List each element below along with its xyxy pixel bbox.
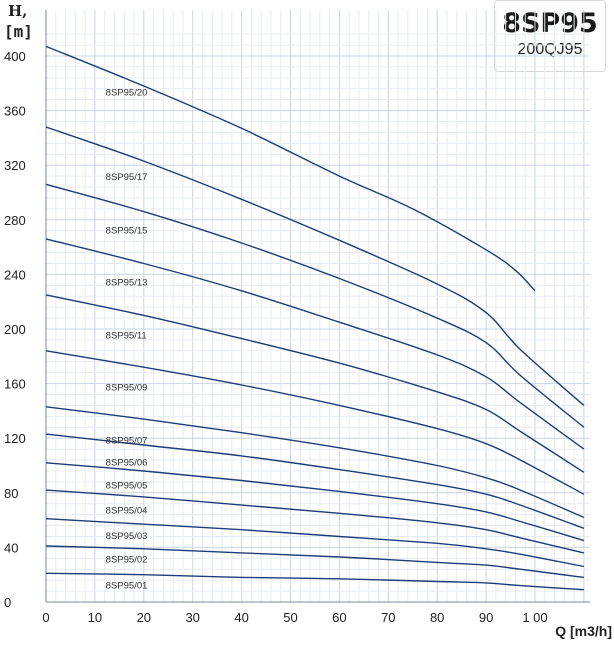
series-line-8sp95-11 [45,294,585,473]
series-label: 8SP95/11 [106,331,147,342]
series-label: 8SP95/05 [106,481,148,492]
y-tick-label: 240 [4,267,26,282]
series-line-8sp95-03 [45,518,585,568]
x-tick-label: 30 [185,610,199,625]
series-line-8sp95-06 [45,433,585,529]
y-tick-label: 0 [4,595,11,610]
y-tick-label: 280 [4,213,26,228]
series-line-8sp95-15 [45,183,585,428]
series-line-8sp95-04 [45,489,585,554]
y-tick-label: 120 [4,431,26,446]
x-tick-label: 20 [137,610,151,625]
axes: 0 40 80 120 160 200 240 280 320 360 400 0 10 20 30 40 50… [4,10,590,625]
x-tick-label: 40 [234,610,248,625]
series-label: 8SP95/07 [106,436,148,447]
series-line-8sp95-17 [45,126,585,406]
series-label: 8SP95/20 [106,88,148,99]
series-line-8sp95-02 [45,545,584,579]
series-label: 8SP95/01 [106,580,148,591]
series-label: 8SP95/09 [106,382,148,393]
y-tick-label: 40 [4,540,18,555]
y-tick-label: 320 [4,158,26,173]
series-labels: 8SP95/20 8SP95/17 8SP95/15 8SP95/13 8SP95/11… [106,88,148,592]
chart-title: 8SP95 [502,8,598,39]
y-tick-label: 400 [4,49,26,64]
y-tick-label: 200 [4,322,26,337]
series-label: 8SP95/15 [106,225,148,236]
y-tick-label: 360 [4,104,26,119]
x-tick-label: 90 [479,610,493,625]
series-line-8sp95-09 [45,350,585,495]
y-tick-label: 80 [4,486,18,501]
x-tick-label: 1 00 [522,610,547,625]
series-line-8sp95-13 [45,238,585,450]
series-line-8sp95-05 [45,462,585,542]
grid [45,10,590,603]
series [45,45,585,591]
x-tick-label: 50 [283,610,297,625]
model-badge: 8SP95 200QJ95 [494,0,606,72]
x-tick-label: 0 [42,610,49,625]
series-label: 8SP95/17 [106,172,148,183]
x-tick-label: 60 [332,610,346,625]
series-label: 8SP95/13 [106,277,148,288]
x-axis-label: Q [m3/h] [555,623,612,639]
series-label: 8SP95/04 [106,505,148,516]
x-tick-label: 10 [88,610,102,625]
series-line-8sp95-20 [45,45,536,292]
y-tick-label: 160 [4,377,26,392]
series-label: 8SP95/06 [106,458,148,469]
y-axis-label-line2: [m] [4,22,33,41]
series-label: 8SP95/02 [106,554,148,565]
series-line-8sp95-01 [45,572,584,591]
series-line-8sp95-07 [45,406,585,519]
x-tick-label: 70 [381,610,395,625]
series-label: 8SP95/03 [106,531,148,542]
x-tick-label: 80 [430,610,444,625]
y-axis-label-line1: H, [8,2,27,20]
